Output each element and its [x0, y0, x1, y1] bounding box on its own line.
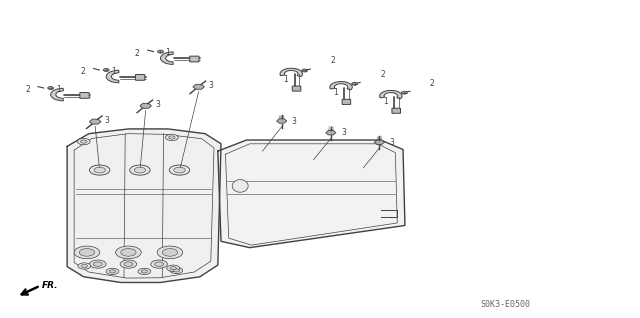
FancyBboxPatch shape — [189, 56, 199, 62]
Text: 2: 2 — [26, 85, 31, 94]
Circle shape — [173, 167, 185, 173]
Wedge shape — [51, 88, 63, 101]
Circle shape — [170, 267, 176, 270]
Text: 1: 1 — [383, 97, 387, 106]
FancyBboxPatch shape — [292, 86, 301, 91]
Circle shape — [163, 249, 177, 256]
Circle shape — [120, 260, 137, 268]
Text: 2: 2 — [330, 56, 335, 66]
FancyBboxPatch shape — [136, 74, 145, 80]
Text: 3: 3 — [292, 116, 297, 126]
FancyBboxPatch shape — [80, 93, 89, 98]
Text: 2: 2 — [134, 49, 139, 59]
Circle shape — [302, 69, 308, 72]
Text: 2: 2 — [80, 67, 85, 76]
Circle shape — [93, 262, 102, 266]
Text: 1: 1 — [111, 67, 116, 76]
Text: 3: 3 — [208, 81, 213, 90]
Circle shape — [77, 138, 90, 145]
Text: 1: 1 — [333, 88, 338, 97]
Text: 3: 3 — [390, 138, 394, 147]
Polygon shape — [67, 129, 221, 282]
Text: 3: 3 — [156, 100, 160, 109]
Circle shape — [90, 165, 110, 175]
Circle shape — [173, 269, 179, 272]
Circle shape — [103, 69, 109, 72]
Circle shape — [121, 249, 136, 256]
Circle shape — [157, 246, 182, 259]
Circle shape — [74, 246, 100, 259]
Circle shape — [116, 246, 141, 259]
Circle shape — [141, 270, 148, 273]
Circle shape — [130, 165, 150, 175]
Circle shape — [167, 265, 179, 271]
Circle shape — [124, 262, 133, 266]
Text: FR.: FR. — [42, 281, 59, 290]
Circle shape — [138, 268, 151, 274]
Circle shape — [401, 91, 407, 94]
FancyBboxPatch shape — [342, 99, 351, 104]
Circle shape — [81, 140, 87, 143]
Circle shape — [170, 165, 189, 175]
Circle shape — [94, 167, 106, 173]
Circle shape — [166, 134, 178, 141]
Text: 2: 2 — [380, 70, 385, 79]
Text: S0K3-E0500: S0K3-E0500 — [480, 300, 530, 309]
Circle shape — [170, 267, 182, 273]
Circle shape — [81, 265, 88, 268]
Circle shape — [157, 50, 163, 53]
FancyBboxPatch shape — [392, 108, 401, 113]
Circle shape — [169, 136, 175, 139]
Circle shape — [90, 260, 106, 268]
Circle shape — [78, 263, 91, 269]
Wedge shape — [330, 81, 352, 90]
Text: 3: 3 — [105, 116, 109, 125]
Circle shape — [151, 260, 168, 268]
Circle shape — [155, 262, 164, 266]
Text: 1: 1 — [56, 85, 61, 94]
Wedge shape — [280, 68, 303, 77]
Circle shape — [48, 86, 54, 89]
Circle shape — [352, 82, 357, 85]
Circle shape — [79, 249, 95, 256]
Wedge shape — [106, 70, 119, 83]
Circle shape — [109, 270, 116, 273]
Text: 1: 1 — [166, 48, 170, 58]
Circle shape — [106, 268, 119, 274]
Text: 2: 2 — [429, 79, 434, 87]
Text: 1: 1 — [283, 75, 288, 84]
Ellipse shape — [232, 180, 248, 192]
Circle shape — [134, 167, 146, 173]
Wedge shape — [161, 52, 173, 65]
Polygon shape — [218, 140, 405, 248]
Wedge shape — [380, 90, 402, 99]
Text: 3: 3 — [341, 128, 346, 137]
